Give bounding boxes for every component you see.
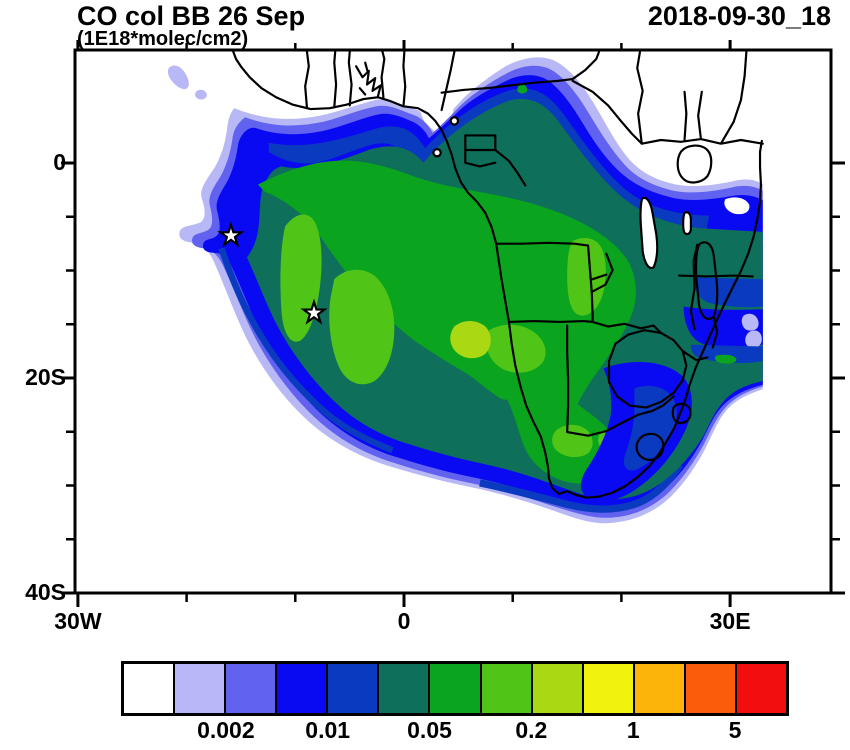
x-tick-label: 30E: [709, 608, 751, 634]
colorbar-level-label: 5: [728, 717, 742, 743]
lavender-wisp-small: [195, 89, 207, 100]
x-tick-label: 0: [397, 608, 411, 634]
small-lake: [682, 211, 692, 236]
colorbar-cell: [683, 664, 735, 713]
lavender-wisp: [167, 65, 189, 90]
colorbar-cell: [224, 664, 276, 713]
colorbar-level-label: 0.002: [197, 717, 255, 743]
map-ring-1: [449, 116, 460, 126]
west-africa-borders: [304, 50, 407, 110]
colorbar-level-label: 0.2: [515, 717, 548, 743]
colorbar-cell: [479, 664, 531, 713]
colorbar-cell: [530, 664, 582, 713]
niger-delta: [355, 61, 382, 98]
timestamp-label: 2018-09-30_18: [647, 1, 831, 31]
colorbar-cell: [173, 664, 225, 713]
colorbar-level-label: 0.01: [305, 717, 351, 743]
east-africa-borders: [636, 50, 764, 145]
colorbar-cell: [428, 664, 480, 713]
colorbar-cell: [632, 664, 684, 713]
colorbar-cell: [581, 664, 633, 713]
units-label: (1E18*molec/cm2): [77, 28, 249, 50]
map-plot-area: [167, 50, 764, 524]
lake-victoria: [676, 144, 713, 184]
colorbar-level-label: 1: [626, 717, 640, 743]
x-tick-label: 30W: [54, 608, 102, 634]
y-tick-label: 0: [53, 149, 66, 175]
page-title: CO col BB 26 Sep: [77, 1, 306, 31]
colorbar-cell: [124, 664, 174, 713]
map-ring-2: [432, 148, 442, 158]
colorbar-cell: [326, 664, 378, 713]
colorbar-cell: [275, 664, 327, 713]
colorbar-level-label: 0.05: [407, 717, 452, 743]
y-tick-label: 20S: [25, 364, 66, 390]
colorbar-cell: [734, 664, 787, 713]
colorbar: [121, 661, 789, 716]
contour-field: [167, 57, 763, 524]
colorbar-cell: [377, 664, 429, 713]
y-tick-label: 40S: [25, 579, 66, 605]
